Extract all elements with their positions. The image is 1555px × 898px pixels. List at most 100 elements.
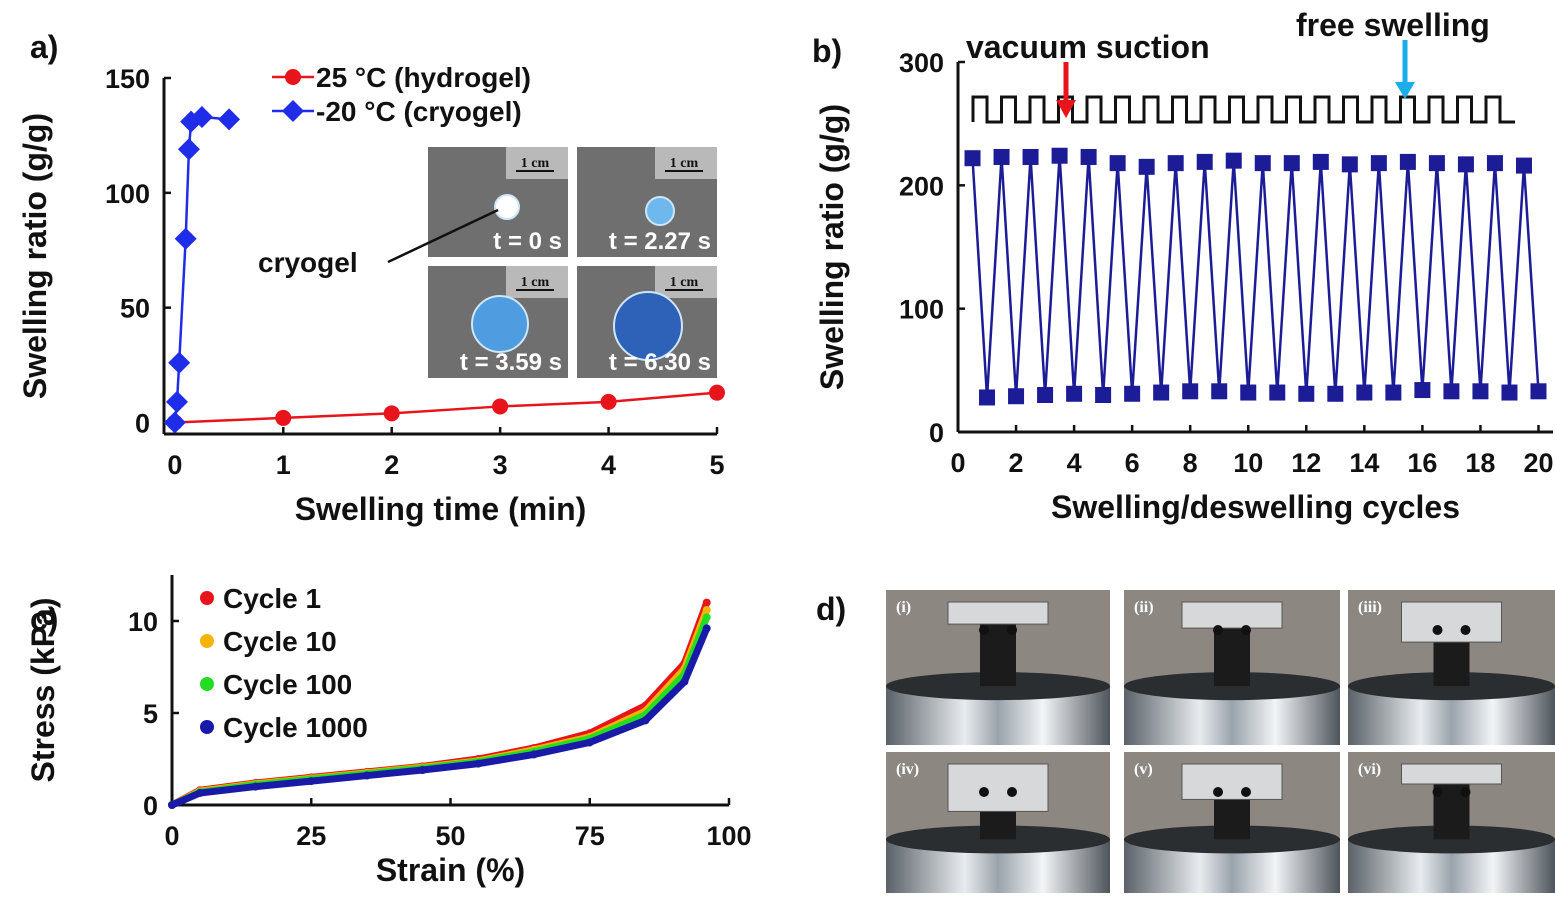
- hole: [1432, 625, 1443, 635]
- marker: [1399, 153, 1416, 170]
- marker: [1428, 155, 1445, 172]
- square-wave: [971, 95, 1515, 124]
- marker: [1443, 383, 1460, 400]
- sample: [1214, 628, 1250, 687]
- y-tick-label: 0: [143, 791, 158, 821]
- marker: [1501, 384, 1518, 401]
- x-tick-label: 16: [1407, 448, 1437, 478]
- legend-marker: [200, 720, 214, 734]
- marker: [702, 605, 711, 614]
- marker: [702, 613, 711, 622]
- panel-label: a): [30, 29, 58, 65]
- x-axis-title: Swelling time (min): [295, 491, 587, 527]
- marker: [1138, 158, 1155, 175]
- clamp: [1181, 601, 1283, 629]
- clamp: [1181, 763, 1283, 800]
- sample: [980, 811, 1016, 840]
- marker: [709, 384, 725, 401]
- x-tick-label: 0: [950, 448, 965, 478]
- legend-label: Cycle 100: [223, 669, 352, 700]
- x-tick-label: 3: [493, 450, 508, 480]
- marker: [1153, 384, 1170, 401]
- marker: [1356, 384, 1373, 401]
- marker: [474, 759, 483, 768]
- arrow-head: [1395, 82, 1415, 99]
- x-tick-label: 12: [1291, 448, 1321, 478]
- marker: [1167, 155, 1184, 172]
- hole: [1241, 625, 1251, 635]
- legend-marker: [282, 100, 304, 122]
- marker: [1457, 156, 1474, 173]
- marker: [190, 106, 213, 129]
- y-axis-title: Swelling ratio (g/g): [17, 113, 53, 399]
- hole: [1432, 787, 1443, 797]
- marker: [168, 801, 176, 809]
- series-line: [174, 391, 718, 424]
- marker: [218, 108, 241, 131]
- inset: 1 cm t = 0 s 1 cm t = 2.27 s 1 cm t = 3.59 s 1…: [428, 147, 717, 378]
- hole: [1007, 625, 1017, 635]
- x-tick-label: 75: [575, 821, 605, 851]
- marker: [1095, 387, 1112, 403]
- legend-marker: [200, 634, 214, 648]
- series-line: [971, 155, 1540, 398]
- sample: [471, 295, 529, 353]
- marker: [275, 409, 292, 426]
- marker: [168, 351, 191, 374]
- y-tick-label: 10: [128, 607, 158, 637]
- marker: [702, 598, 711, 607]
- marker: [177, 138, 200, 161]
- marker: [1370, 155, 1387, 172]
- legend-marker: [200, 677, 214, 691]
- hole: [1213, 787, 1223, 797]
- y-tick-label: 300: [899, 48, 944, 78]
- hole: [1007, 787, 1017, 797]
- annotation-line: [387, 208, 499, 264]
- marker: [1312, 153, 1329, 170]
- marker: [1211, 383, 1228, 400]
- marker: [307, 777, 316, 786]
- y-tick-label: 100: [899, 295, 944, 325]
- arrows: [1056, 40, 1415, 118]
- y-tick-label: 0: [135, 409, 150, 439]
- sample: [1433, 642, 1470, 687]
- series-line: [170, 627, 710, 809]
- legend-label: Cycle 1000: [223, 712, 368, 743]
- hole: [979, 625, 989, 635]
- photo-label: (iii): [1358, 599, 1382, 616]
- marker: [1298, 385, 1315, 402]
- scale-box: [506, 266, 568, 298]
- clamp: [947, 763, 1049, 812]
- x-tick-label: 2: [384, 450, 399, 480]
- scale-label: 1 cm: [521, 275, 550, 290]
- marker: [492, 398, 509, 415]
- marker: [680, 677, 689, 686]
- x-tick-label: 1: [276, 450, 291, 480]
- marker: [641, 716, 650, 725]
- photo-label: (iv): [896, 761, 919, 778]
- sample: [645, 196, 675, 226]
- marker: [251, 782, 260, 791]
- marker: [1022, 148, 1039, 165]
- clamp: [947, 601, 1049, 625]
- photo-label: (ii): [1134, 599, 1154, 616]
- marker: [1182, 383, 1199, 400]
- marker: [174, 227, 197, 250]
- time-label: t = 6.30 s: [609, 349, 711, 376]
- photo-label: (v): [1134, 761, 1153, 778]
- x-tick-label: 5: [709, 450, 724, 480]
- x-tick-label: 10: [1233, 448, 1263, 478]
- x-tick-label: 6: [1125, 448, 1140, 478]
- hole: [1241, 787, 1251, 797]
- legend-marker: [200, 591, 214, 605]
- hole: [1460, 787, 1471, 797]
- y-tick-label: 150: [105, 64, 150, 94]
- marker: [964, 150, 981, 167]
- marker: [1124, 385, 1141, 402]
- y-tick-label: 50: [120, 294, 150, 324]
- marker: [1196, 153, 1213, 170]
- x-tick-label: 4: [1067, 448, 1082, 478]
- x-axis-title: Swelling/deswelling cycles: [1051, 489, 1460, 525]
- marker: [1414, 382, 1431, 399]
